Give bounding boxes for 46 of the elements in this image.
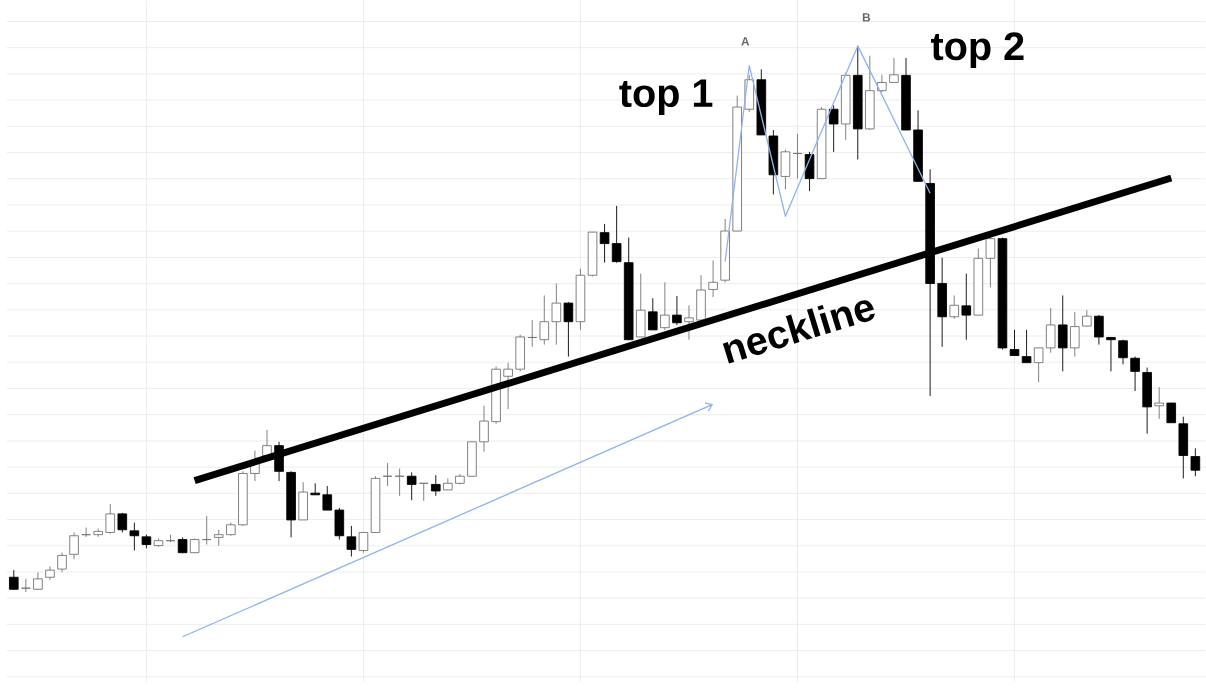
text: A: [741, 37, 750, 46]
candlestick: [358, 531, 369, 554]
candlestick: [1154, 386, 1164, 420]
candlestick: [1190, 447, 1201, 477]
candlestick: [322, 485, 333, 511]
candlestick: [1106, 336, 1116, 372]
candlestick: [105, 503, 116, 534]
candlestick: [684, 304, 694, 341]
candlestick: [551, 282, 562, 346]
candlestick: [45, 565, 55, 581]
candlestick: [660, 281, 670, 331]
candlestick: [1009, 329, 1020, 356]
candlestick: [346, 525, 357, 557]
candlestick: [406, 471, 417, 501]
candlestick: [69, 531, 79, 560]
candlestick: [479, 405, 489, 453]
candlestick: [889, 57, 899, 83]
candlestick: [1045, 307, 1056, 354]
candlestick: [1057, 294, 1068, 372]
annotation: top 2: [931, 32, 1024, 69]
candlestick: [1070, 311, 1080, 358]
candlestick: [1118, 339, 1128, 365]
annotation: top 1: [619, 79, 713, 115]
candlestick: [1021, 329, 1032, 364]
candlestick: [961, 273, 972, 341]
candlestick: [9, 569, 19, 591]
candlestick: [672, 295, 682, 326]
annotation: neckline: [722, 300, 875, 364]
candlestick: [57, 552, 67, 573]
candlestick: [877, 74, 887, 93]
candlestick: [430, 474, 441, 497]
candlestick: [1033, 347, 1044, 383]
candlestick: [129, 522, 140, 551]
candlestick: [563, 301, 574, 358]
candlestick: [1094, 314, 1104, 346]
candlestick: [503, 362, 513, 410]
candlestick: [599, 223, 610, 264]
candlestick: [1130, 356, 1140, 392]
candlestick: [539, 294, 550, 346]
candlestick: [708, 260, 718, 298]
candlestick: [648, 297, 658, 331]
candlestick: [949, 294, 960, 320]
candlestick: [828, 104, 839, 153]
candlestick: [1166, 402, 1177, 424]
candlestick: [611, 205, 622, 264]
text: B: [862, 13, 871, 22]
